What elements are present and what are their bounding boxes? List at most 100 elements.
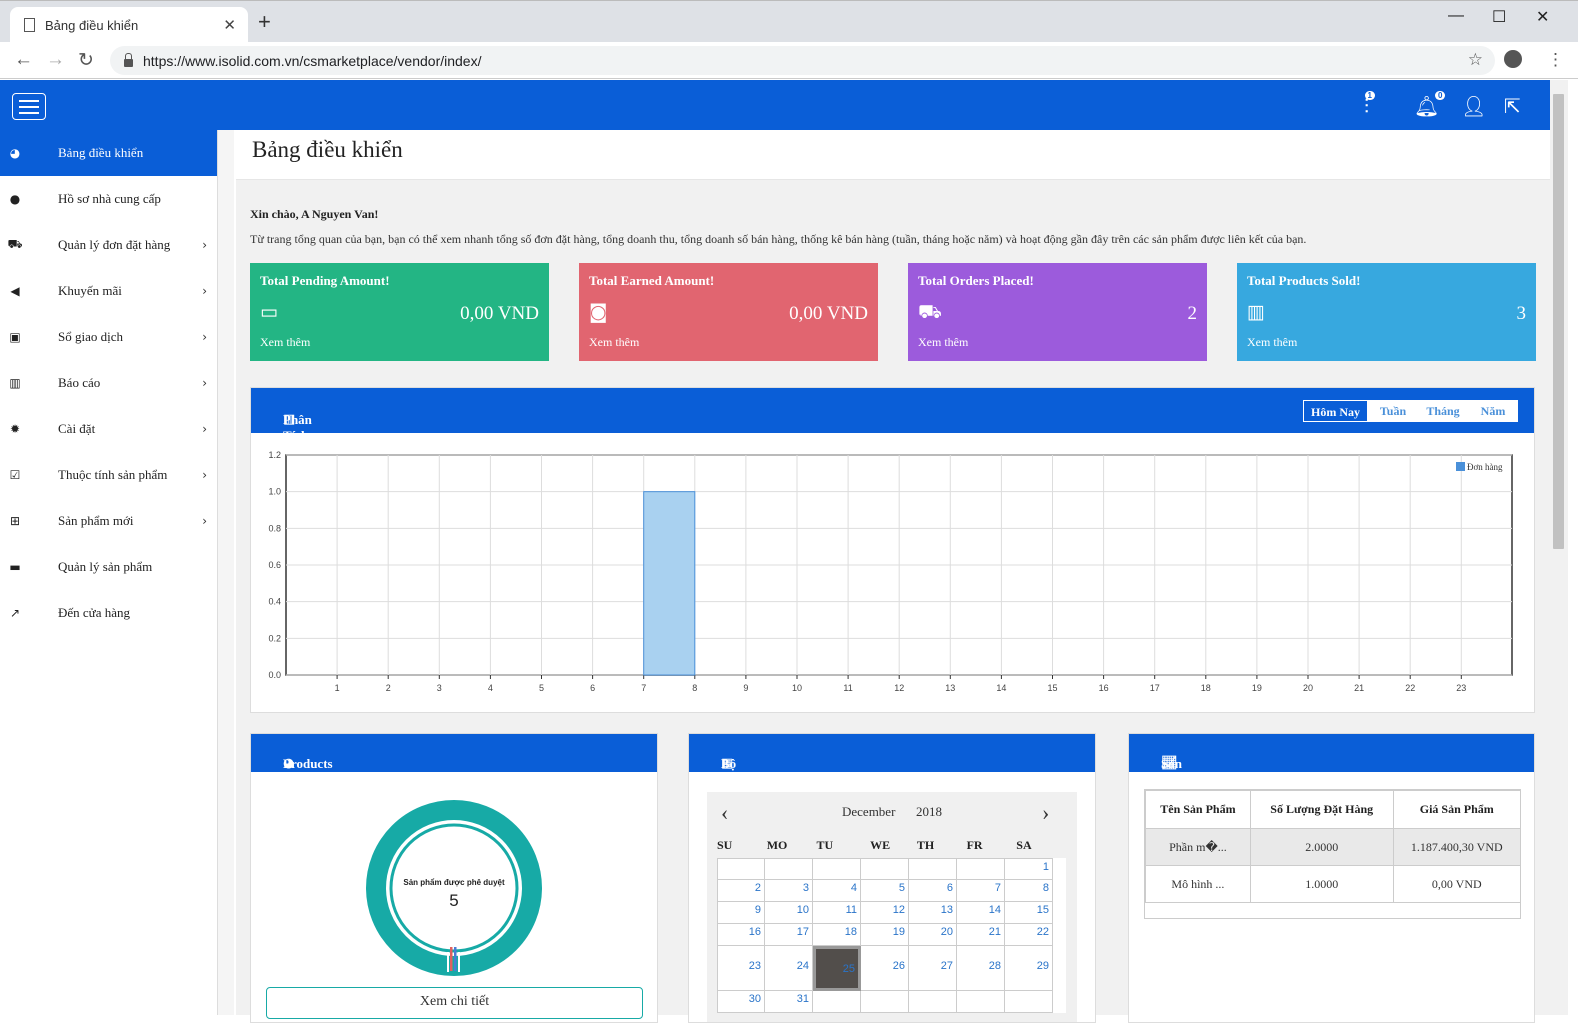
sidebar-item[interactable]: ▥ Báo cáo ›: [0, 360, 217, 406]
calendar-week: 30 31: [717, 991, 1066, 1013]
next-month-button[interactable]: ›: [1042, 800, 1050, 825]
calendar-day[interactable]: 25: [813, 946, 861, 991]
reload-icon[interactable]: ↻: [78, 50, 94, 71]
sliders-icon[interactable]: ⫶ 1: [1364, 91, 1375, 118]
browser-tab[interactable]: Bảng điều khiển ✕: [10, 7, 248, 43]
stat-card-link[interactable]: Xem thêm: [589, 335, 640, 349]
range-tab[interactable]: Tháng: [1418, 400, 1468, 422]
bookmark-star-icon[interactable]: ☆: [1467, 50, 1483, 69]
calendar-day[interactable]: 28: [957, 946, 1005, 991]
calendar-day[interactable]: 23: [717, 946, 765, 991]
stat-card-value: 0,00 VND: [460, 303, 539, 324]
maximize-icon[interactable]: ☐: [1492, 9, 1507, 26]
sidebar-item[interactable]: ⊞ Sản phẩm mới ›: [0, 498, 217, 544]
stat-card-link[interactable]: Xem thêm: [260, 335, 311, 349]
calendar-day[interactable]: 13: [909, 902, 957, 924]
weekday-label: SU: [717, 838, 733, 852]
calendar-day[interactable]: 17: [765, 924, 813, 946]
calendar-day[interactable]: 26: [861, 946, 909, 991]
main-content: Bảng điều khiển Xin chào, A Nguyen Van! …: [236, 130, 1550, 1023]
credit-card-icon: ▭: [260, 301, 278, 323]
back-icon[interactable]: ←: [14, 49, 33, 70]
sidebar-item[interactable]: ◕ Bảng điều khiển: [0, 130, 217, 176]
scrollbar-thumb[interactable]: [1553, 94, 1564, 549]
calendar-day[interactable]: 14: [957, 902, 1005, 924]
stat-card-link[interactable]: Xem thêm: [918, 335, 969, 349]
calendar-day: [765, 858, 813, 880]
page-scrollbar[interactable]: [1550, 80, 1568, 1015]
calendar-day[interactable]: 6: [909, 880, 957, 902]
close-window-icon[interactable]: ✕: [1536, 9, 1550, 26]
panel-title: Bộ Lịch: [721, 756, 747, 787]
range-tab[interactable]: Năm: [1468, 400, 1518, 422]
x-tick-label: 16: [1099, 683, 1109, 693]
sidebar-item[interactable]: ▣ Sổ giao dịch ›: [0, 314, 217, 360]
calendar-day[interactable]: 20: [909, 924, 957, 946]
bell-icon[interactable]: 🔔︎ 0: [1414, 91, 1446, 118]
x-tick-label: 1: [335, 683, 340, 693]
calendar-day[interactable]: 10: [765, 902, 813, 924]
range-tab[interactable]: Hôm Nay: [1303, 400, 1368, 422]
sidebar-item[interactable]: ● Hồ sơ nhà cung cấp: [0, 176, 217, 222]
calendar-day[interactable]: 24: [765, 946, 813, 991]
calendar-day[interactable]: 9: [717, 902, 765, 924]
calendar-day[interactable]: 31: [765, 991, 813, 1013]
pie-chart-icon: ◕: [283, 756, 295, 771]
calendar-day[interactable]: 11: [813, 902, 861, 924]
weekday-label: MO: [766, 838, 788, 852]
calendar-day[interactable]: 3: [765, 880, 813, 902]
x-tick-label: 9: [743, 683, 748, 693]
sidebar-item[interactable]: ◀ Khuyến mãi ›: [0, 268, 217, 314]
x-tick-label: 4: [488, 683, 493, 693]
calendar-day[interactable]: 16: [717, 924, 765, 946]
products-status-donut: Sản phẩm được phê duyệt 5: [366, 800, 542, 976]
forward-icon[interactable]: →: [46, 49, 65, 70]
menu-kebab-icon[interactable]: ⋮: [1547, 50, 1564, 69]
sidebar-item[interactable]: ↗ Đến cửa hàng: [0, 590, 217, 636]
calendar-day[interactable]: 29: [1005, 946, 1053, 991]
calendar-day[interactable]: 8: [1005, 880, 1053, 902]
bar-chart-icon: ▥: [9, 376, 21, 390]
stat-card-link[interactable]: Xem thêm: [1247, 335, 1298, 349]
user-profile-icon[interactable]: 👤︎: [1461, 94, 1487, 118]
weekday-label: WE: [870, 838, 891, 852]
calendar-week: 16 17 18 19 20 21 22: [717, 924, 1066, 946]
sidebar-scrollbar[interactable]: [218, 130, 234, 1015]
sidebar-item[interactable]: ▬ Quản lý sản phẩm: [0, 544, 217, 590]
calendar-week: 9 10 11 12 13 14 15: [717, 902, 1066, 924]
sidebar-item[interactable]: ✹ Cài đặt ›: [0, 406, 217, 452]
x-tick-label: 22: [1405, 683, 1415, 693]
hamburger-menu-icon[interactable]: [12, 93, 46, 120]
calendar-day[interactable]: 12: [861, 902, 909, 924]
sidebar-item-label: Sổ giao dịch: [58, 329, 123, 344]
new-tab-icon[interactable]: +: [258, 9, 271, 34]
calendar-day[interactable]: 19: [861, 924, 909, 946]
account-icon[interactable]: [1504, 50, 1522, 68]
calendar-day[interactable]: 1: [1005, 858, 1053, 880]
calendar-day: [813, 858, 861, 880]
sidebar-item-label: Khuyến mãi: [58, 283, 122, 298]
calendar-day: [813, 991, 861, 1013]
table-row[interactable]: Mô hình ... 1.0000 0,00 VND: [1145, 865, 1522, 903]
close-tab-icon[interactable]: ✕: [223, 17, 236, 34]
calendar-day[interactable]: 2: [717, 880, 765, 902]
calendar-day[interactable]: 18: [813, 924, 861, 946]
prev-month-button[interactable]: ‹: [721, 800, 729, 825]
view-details-button[interactable]: Xem chi tiết: [266, 987, 643, 1019]
sidebar-item[interactable]: ☑ Thuộc tính sản phẩm ›: [0, 452, 217, 498]
url-field[interactable]: https://www.isolid.com.vn/csmarketplace/…: [110, 46, 1495, 75]
calendar-day[interactable]: 21: [957, 924, 1005, 946]
sidebar-item[interactable]: ⛟ Quản lý đơn đặt hàng ›: [0, 222, 217, 268]
calendar-day[interactable]: 5: [861, 880, 909, 902]
range-tab[interactable]: Tuần: [1368, 400, 1418, 422]
logout-icon[interactable]: ⇱: [1504, 94, 1521, 118]
calendar-day[interactable]: 27: [909, 946, 957, 991]
calendar-day[interactable]: 15: [1005, 902, 1053, 924]
minimize-icon[interactable]: —: [1448, 7, 1464, 24]
calendar-day[interactable]: 22: [1005, 924, 1053, 946]
calendar-day[interactable]: 7: [957, 880, 1005, 902]
calendar-day[interactable]: 4: [813, 880, 861, 902]
calendar-day: [861, 858, 909, 880]
calendar-day[interactable]: 30: [717, 991, 765, 1013]
table-row[interactable]: Phần m�... 2.0000 1.187.400,30 VND: [1145, 828, 1522, 866]
